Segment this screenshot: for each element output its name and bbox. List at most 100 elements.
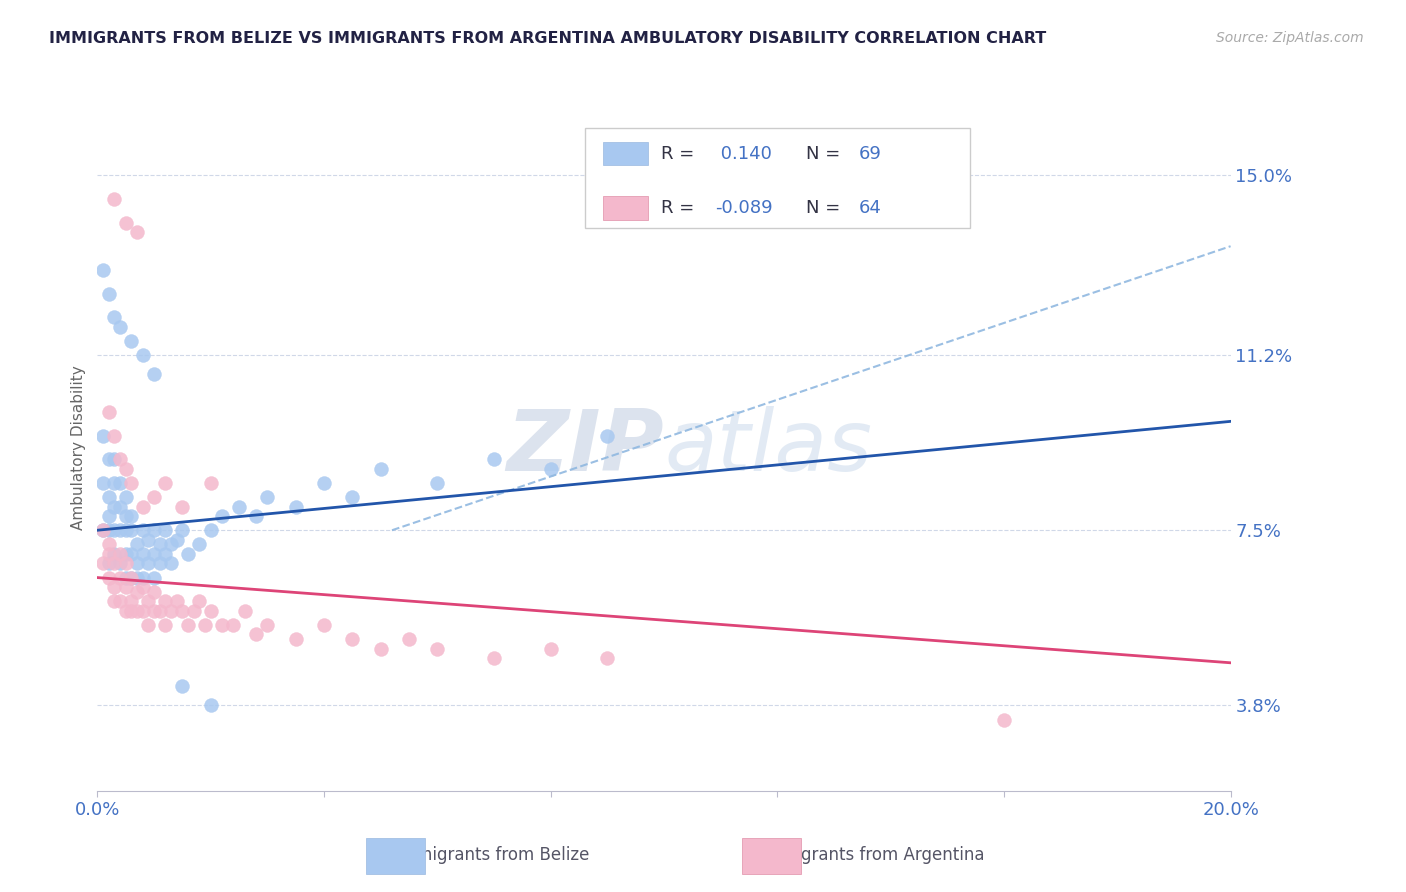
Point (125, 604, 148, 618)
Point (245, 627, 267, 641)
Point (155, 594, 177, 608)
Point (200, 475, 222, 490)
FancyBboxPatch shape (585, 128, 970, 227)
Point (166, 594, 188, 608)
Point (155, 618, 177, 632)
Point (120, 594, 142, 608)
Text: 69: 69 (859, 145, 882, 162)
Point (131, 571, 153, 585)
Text: N =: N = (806, 145, 845, 162)
Point (143, 547, 166, 561)
Point (183, 604, 205, 618)
Point (194, 618, 217, 632)
Point (108, 475, 131, 490)
Text: 0.140: 0.140 (716, 145, 772, 162)
Point (131, 348, 153, 362)
Point (160, 537, 183, 551)
Text: N =: N = (806, 199, 845, 217)
Point (91, 557, 114, 571)
Point (256, 618, 278, 632)
Point (91, 523, 114, 537)
Point (211, 509, 233, 524)
Text: R =: R = (661, 199, 700, 217)
Point (172, 500, 194, 514)
Point (172, 604, 194, 618)
Point (120, 523, 142, 537)
Point (108, 557, 131, 571)
Point (138, 618, 160, 632)
Point (120, 547, 142, 561)
Point (155, 547, 177, 561)
Point (114, 490, 136, 504)
Point (993, 713, 1015, 727)
Point (312, 618, 335, 632)
Point (91, 475, 114, 490)
Point (149, 537, 172, 551)
Point (91, 523, 114, 537)
Point (143, 523, 166, 537)
Point (596, 651, 619, 665)
Point (370, 641, 392, 656)
Point (114, 509, 136, 524)
Point (114, 523, 136, 537)
Point (91, 263, 114, 277)
Point (200, 698, 222, 713)
Point (540, 641, 562, 656)
Point (108, 523, 131, 537)
Point (131, 500, 153, 514)
Point (97, 509, 120, 524)
Point (114, 604, 136, 618)
Point (149, 604, 172, 618)
Point (426, 641, 449, 656)
Point (188, 537, 211, 551)
Point (160, 557, 183, 571)
Point (200, 604, 222, 618)
Point (143, 604, 166, 618)
Point (120, 334, 142, 348)
Point (114, 571, 136, 585)
FancyBboxPatch shape (603, 142, 648, 165)
Point (120, 604, 142, 618)
Text: 64: 64 (859, 199, 882, 217)
Point (125, 537, 148, 551)
Point (143, 367, 166, 381)
Point (155, 523, 177, 537)
Point (120, 509, 142, 524)
Point (114, 580, 136, 594)
Point (131, 604, 153, 618)
Point (200, 523, 222, 537)
Point (149, 557, 172, 571)
Point (211, 618, 233, 632)
Point (398, 632, 420, 647)
Point (284, 632, 307, 647)
Point (103, 475, 125, 490)
Point (108, 452, 131, 467)
Point (120, 571, 142, 585)
Point (143, 490, 166, 504)
Point (103, 594, 125, 608)
Point (97, 452, 120, 467)
Point (228, 500, 250, 514)
Point (97, 523, 120, 537)
Point (97, 547, 120, 561)
Point (245, 509, 267, 524)
Text: -0.089: -0.089 (716, 199, 772, 217)
Point (103, 523, 125, 537)
Point (177, 547, 200, 561)
Point (103, 557, 125, 571)
Point (312, 475, 335, 490)
Point (114, 461, 136, 475)
Point (108, 571, 131, 585)
Point (482, 452, 505, 467)
Point (108, 594, 131, 608)
Point (103, 192, 125, 206)
Point (97, 490, 120, 504)
Point (103, 547, 125, 561)
Point (143, 571, 166, 585)
Text: IMMIGRANTS FROM BELIZE VS IMMIGRANTS FROM ARGENTINA AMBULATORY DISABILITY CORREL: IMMIGRANTS FROM BELIZE VS IMMIGRANTS FRO… (49, 31, 1046, 46)
Point (426, 475, 449, 490)
Point (131, 523, 153, 537)
Point (103, 452, 125, 467)
Point (108, 500, 131, 514)
Point (172, 523, 194, 537)
